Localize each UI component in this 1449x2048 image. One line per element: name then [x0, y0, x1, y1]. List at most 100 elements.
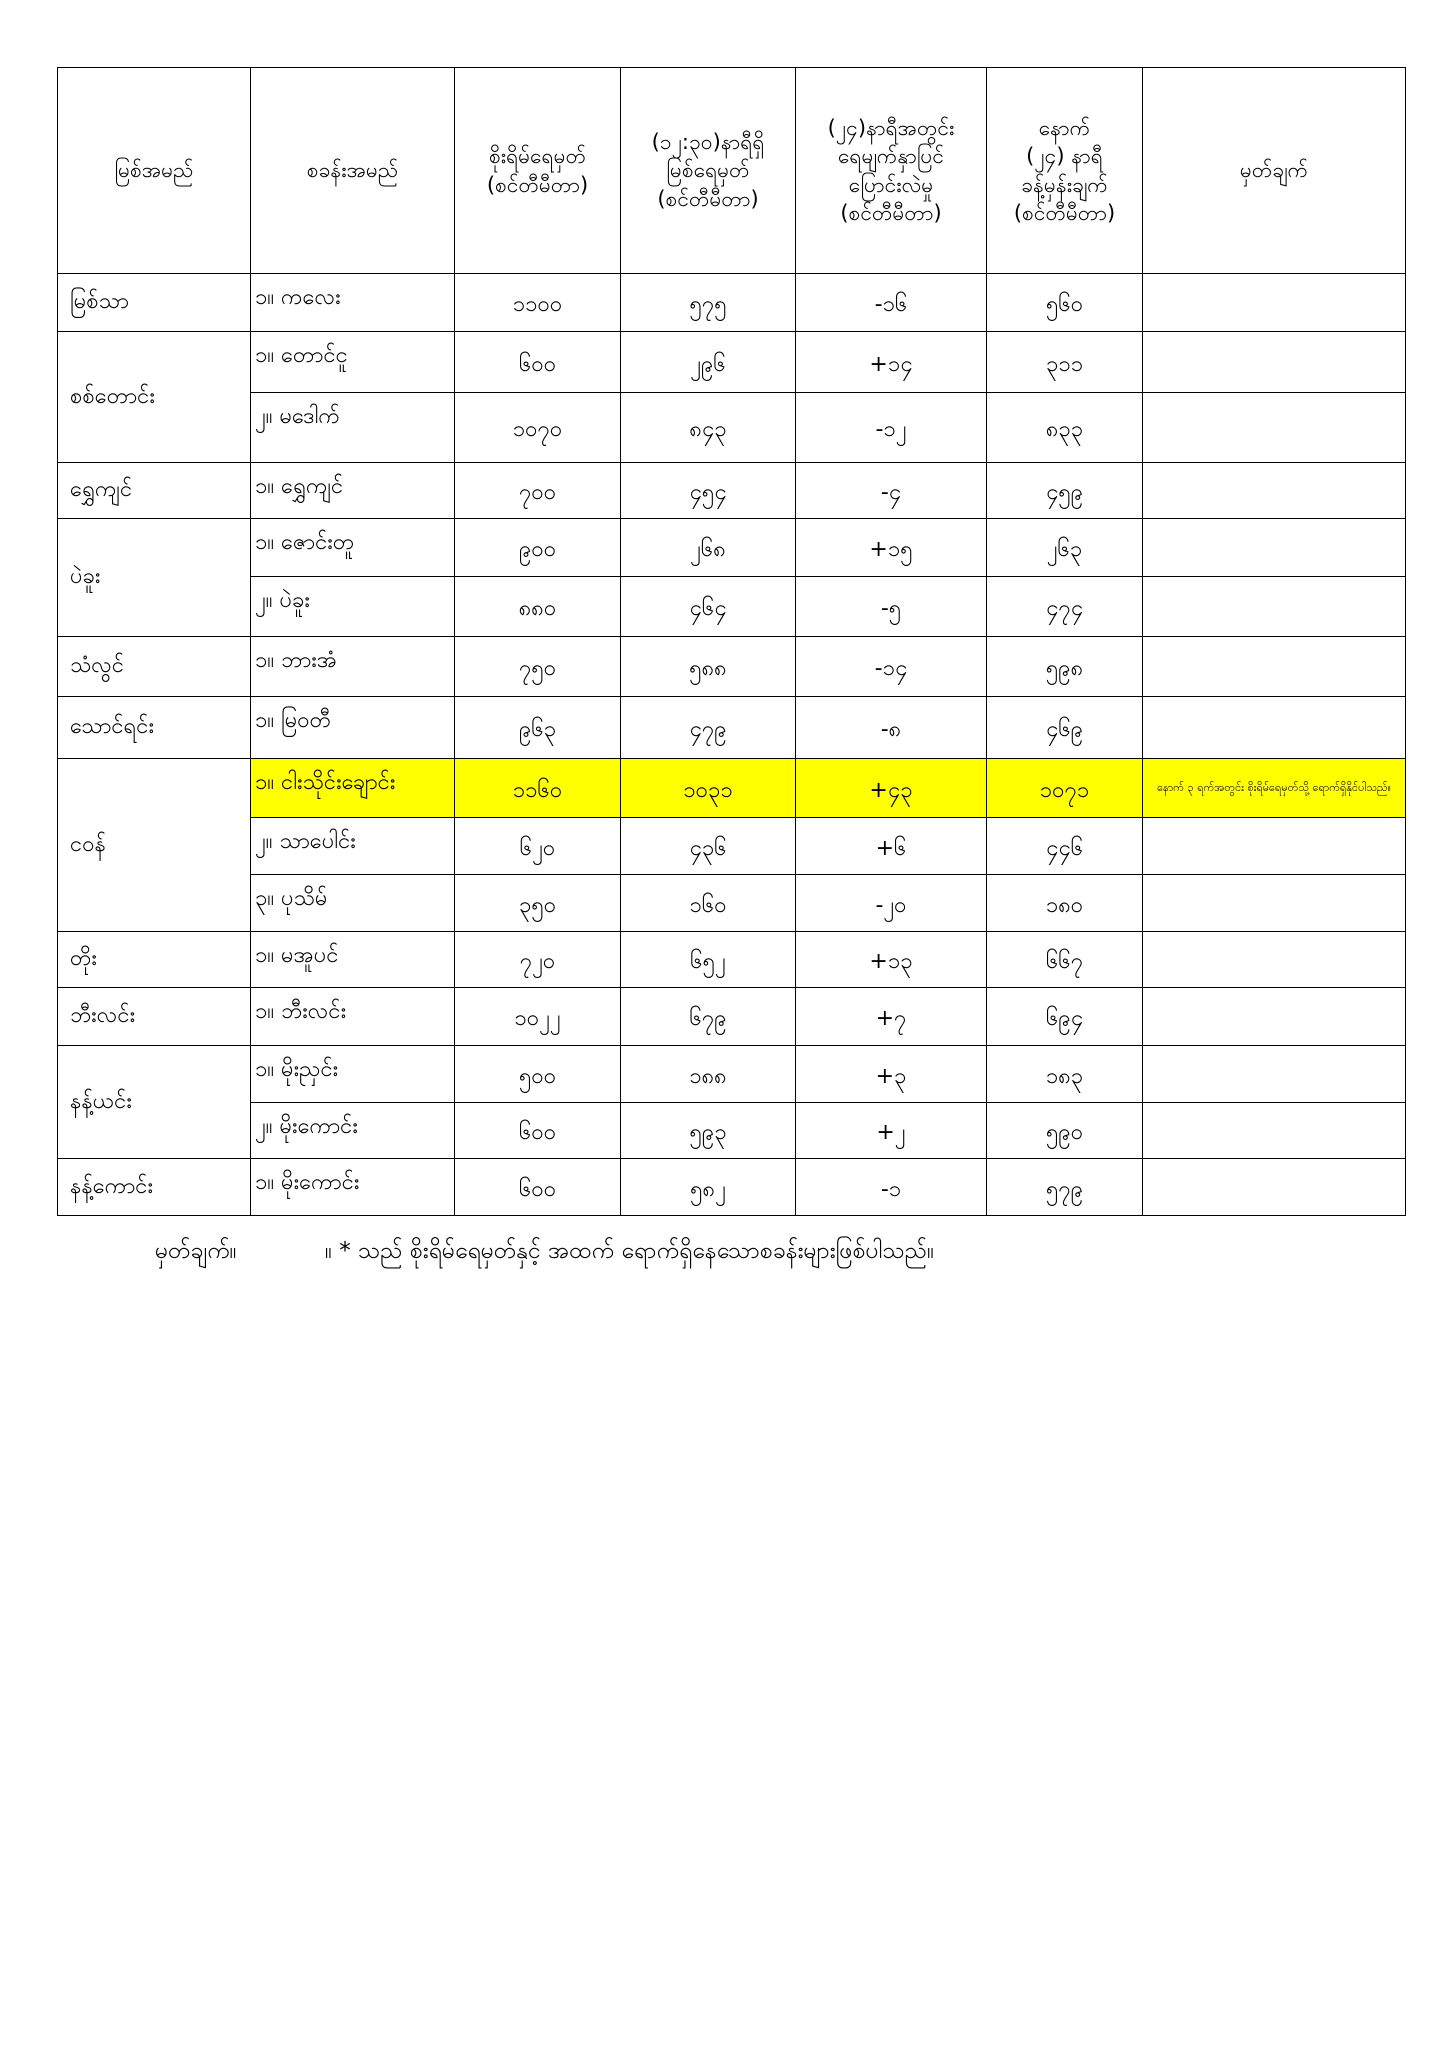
forecast-level: ၁၈၃ — [986, 1045, 1143, 1103]
forecast-level: ၁၈၀ — [986, 874, 1143, 932]
remark — [1142, 576, 1406, 637]
remark — [1142, 636, 1406, 697]
station-name: ၁။ မိုးကောင်း — [250, 1158, 455, 1216]
header-change-24h: (၂၄)နာရီအတွင်း ရေမျက်နှာပြင် ပြောင်းလဲမှု (… — [795, 67, 987, 274]
header-line: မြစ်ရေမှတ် — [666, 158, 750, 183]
station-name: ၁။ ဇောင်းတူ — [250, 518, 455, 577]
forecast-level: ၅၉၀ — [986, 1102, 1143, 1159]
current-level: ၅၈၈ — [620, 636, 796, 697]
level-change: -၅ — [795, 576, 987, 637]
forecast-level: ၅၇၉ — [986, 1158, 1143, 1216]
current-level: ၁၆၀ — [620, 874, 796, 932]
danger-level: ၆၀၀ — [454, 331, 621, 393]
danger-level: ၁၀၇၀ — [454, 392, 621, 463]
danger-level: ၁၁၀၀ — [454, 273, 621, 332]
header-current-level: (၁၂:၃၀)နာရီရှိ မြစ်ရေမှတ် (စင်တီမီတာ) — [620, 67, 796, 274]
river-name: ဘီးလင်း — [57, 987, 251, 1046]
forecast-level: ၄၄၆ — [986, 817, 1143, 875]
remark — [1142, 273, 1406, 332]
remark — [1142, 518, 1406, 577]
header-line: (၂၄)နာရီအတွင်း — [827, 115, 955, 140]
table-row: သောင်ရင်း ၁။ မြဝတီ ၉၆၃ ၄၇၉ -၈ ၄၆၉ — [57, 696, 1406, 759]
station-name: ၁။ ငါးသိုင်းချောင်း — [250, 758, 455, 818]
current-level: ၂၉၆ — [620, 331, 796, 393]
header-line: နောက် — [1038, 115, 1091, 140]
table-row: ဘီးလင်း ၁။ ဘီးလင်း ၁၀၂၂ ၆၇၉ +၇ ၆၉၄ — [57, 987, 1406, 1046]
remark — [1142, 696, 1406, 759]
current-level: ၁၈၈ — [620, 1045, 796, 1103]
remark — [1142, 1102, 1406, 1159]
level-change: -၄ — [795, 462, 987, 519]
table-row: ငဝန် ၁။ ငါးသိုင်းချောင်း ၁၁၆၀ ၁၀၃၁ +၄၃ ၁၀၇၁ နေ… — [57, 758, 1406, 932]
header-line: (၂၄) နာရီ — [1026, 144, 1103, 169]
footnote-text: ။ * သည် စိုးရိမ်ရေမှတ်နှင့် အထက် ရောက်ရှ… — [325, 1238, 935, 1264]
station-name: ၁။ မအူပင် — [250, 931, 455, 988]
table-row: ၂။ မဒေါက် ၁၀၇၀ ၈၄၃ -၁၂ ၈၃၃ — [58, 392, 1406, 463]
station-name: ၁။ မြဝတီ — [250, 696, 455, 759]
river-name: တိုး — [57, 931, 251, 988]
table-body: မြစ်သာ ၁။ ကလေး ၁၁၀၀ ၅၇၅ -၁၆ ၅၆၀ စစ်တောင်း ၁။ တေ… — [57, 273, 1406, 1216]
table-row: ၂။ သာပေါင်း ၆၂၀ ၄၃၆ +၆ ၄၄၆ — [58, 817, 1406, 875]
station-name: ၂။ သာပေါင်း — [250, 817, 455, 875]
table-row: သံလွင် ၁။ ဘားအံ ၇၅၀ ၅၈၈ -၁၄ ၅၉၈ — [57, 636, 1406, 697]
current-level: ၅၇၅ — [620, 273, 796, 332]
danger-level: ၉၆၃ — [454, 696, 621, 759]
forecast-level: ၄၅၉ — [986, 462, 1143, 519]
river-name: မြစ်သာ — [57, 273, 251, 332]
header-line: (စင်တီမီတာ) — [486, 172, 589, 197]
header-row: မြစ်အမည် စခန်းအမည် စိုးရိမ်ရေမှတ် (စင်တီမ… — [57, 67, 1406, 274]
header-river: မြစ်အမည် — [57, 67, 251, 274]
header-forecast-24h: နောက် (၂၄) နာရီခန့်မှန်းချက် (စင်တီမီတာ) — [986, 67, 1143, 274]
table-row: နန့်ကောင်း ၁။ မိုးကောင်း ၆၀၀ ၅၈၂ -၁ ၅၇၉ — [57, 1158, 1406, 1216]
station-name: ၂။ မိုးကောင်း — [250, 1102, 455, 1159]
remark — [1142, 392, 1406, 463]
header-remarks: မှတ်ချက် — [1142, 67, 1406, 274]
river-name: နန့်ယင်း — [57, 1045, 251, 1159]
station-name: ၁။ ဘီးလင်း — [250, 987, 455, 1046]
river-name: စစ်တောင်း — [57, 331, 251, 463]
current-level: ၄၃၆ — [620, 817, 796, 875]
header-line: ပြောင်းလဲမှု — [848, 172, 934, 197]
danger-level: ၁၀၂၂ — [454, 987, 621, 1046]
header-line: (စင်တီမီတာ) — [657, 186, 759, 211]
table-row: ရွှေကျင် ၁။ ရွှေကျင် ၇၀၀ ၄၅၄ -၄ ၄၅၉ — [57, 462, 1406, 519]
header-line: (စင်တီမီတာ) — [1013, 200, 1116, 225]
header-line: မြစ်အမည် — [114, 158, 194, 183]
current-level: ၁၀၃၁ — [620, 758, 796, 818]
danger-level: ၈၈၀ — [454, 576, 621, 637]
remark — [1142, 987, 1406, 1046]
danger-level: ၆၀၀ — [454, 1102, 621, 1159]
station-name: ၂။ မဒေါက် — [250, 392, 455, 463]
forecast-level: ၂၆၃ — [986, 518, 1143, 577]
station-name: ၁။ ရွှေကျင် — [250, 462, 455, 519]
header-danger-level: စိုးရိမ်ရေမှတ် (စင်တီမီတာ) — [454, 67, 621, 274]
table-row: ၂။ ပဲခူး ၈၈၀ ၄၆၄ -၅ ၄၇၄ — [58, 576, 1406, 637]
header-line: ခန့်မှန်းချက် — [1021, 172, 1108, 197]
current-level: ၂၆၈ — [620, 518, 796, 577]
level-change: +၇ — [795, 987, 987, 1046]
level-change: +၄၃ — [795, 758, 987, 818]
station-name: ၃။ ပုသိမ် — [250, 874, 455, 932]
forecast-level: ၆၆၇ — [986, 931, 1143, 988]
footnote-label: မှတ်ချက်။ — [155, 1238, 237, 1264]
level-change: +၆ — [795, 817, 987, 875]
danger-level: ၁၁၆၀ — [454, 758, 621, 818]
level-change: -၁၂ — [795, 392, 987, 463]
table-row: တိုး ၁။ မအူပင် ၇၂၀ ၆၅၂ +၁၃ ၆၆၇ — [57, 931, 1406, 988]
header-line: စိုးရိမ်ရေမှတ် — [488, 144, 587, 169]
danger-level: ၇၀၀ — [454, 462, 621, 519]
forecast-level: ၈၃၃ — [986, 392, 1143, 463]
level-change: +၃ — [795, 1045, 987, 1103]
level-change: -၂၀ — [795, 874, 987, 932]
forecast-level: ၅၆၀ — [986, 273, 1143, 332]
remark — [1142, 331, 1406, 393]
remark — [1142, 1045, 1406, 1103]
remark — [1142, 931, 1406, 988]
station-name: ၁။ မိုးညှင်း — [250, 1045, 455, 1103]
forecast-level: ၄၆၉ — [986, 696, 1143, 759]
current-level: ၄၆၄ — [620, 576, 796, 637]
danger-level: ၆၀၀ — [454, 1158, 621, 1216]
current-level: ၈၄၃ — [620, 392, 796, 463]
forecast-level: ၆၉၄ — [986, 987, 1143, 1046]
station-name: ၁။ တောင်ငူ — [250, 331, 455, 393]
